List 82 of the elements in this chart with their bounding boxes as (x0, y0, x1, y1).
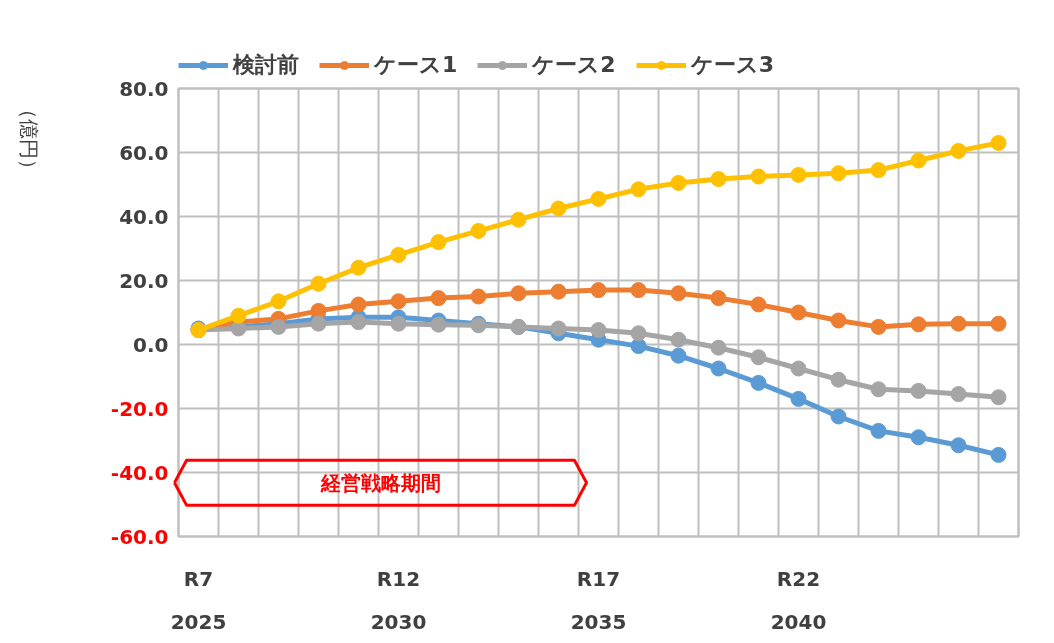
point (670, 347, 687, 364)
point (670, 174, 687, 191)
x-tick-label: R22 2040 (770, 566, 827, 634)
point (670, 331, 687, 348)
point (590, 322, 607, 339)
point (790, 166, 807, 183)
point (750, 374, 767, 391)
point (710, 339, 727, 356)
point (350, 296, 367, 313)
point (510, 211, 527, 228)
y-tick-label: 20.0 (119, 268, 169, 293)
annotation: 経営戦略期間 (319, 470, 441, 495)
point (950, 142, 967, 159)
y-tick-label: -40.0 (110, 460, 169, 485)
y-tick-label: -60.0 (110, 524, 169, 549)
point (670, 285, 687, 302)
y-tick-label: 0.0 (133, 332, 169, 357)
point (950, 386, 967, 403)
point (630, 338, 647, 355)
x-tick-label: R17 2035 (570, 566, 627, 634)
point (470, 222, 487, 239)
point (950, 315, 967, 332)
point (550, 283, 567, 300)
legend-label: 検討前 (233, 51, 299, 79)
point (270, 293, 287, 310)
point (910, 382, 927, 399)
point (990, 134, 1007, 151)
point (550, 320, 567, 337)
y-tick-label: 80.0 (119, 76, 169, 101)
point (590, 282, 607, 299)
point (350, 314, 367, 331)
point (790, 360, 807, 377)
point (470, 288, 487, 305)
point (510, 285, 527, 302)
legend-label: ケース2 (532, 51, 616, 79)
point (830, 371, 847, 388)
point (910, 429, 927, 446)
point (990, 446, 1007, 463)
point (950, 437, 967, 454)
point (630, 282, 647, 299)
point (750, 168, 767, 185)
y-tick-label: -20.0 (110, 396, 169, 421)
point (350, 259, 367, 276)
point (910, 316, 927, 333)
y-tick-label: 60.0 (119, 140, 169, 165)
point (390, 293, 407, 310)
point (630, 325, 647, 342)
point (870, 422, 887, 439)
point (830, 408, 847, 425)
point (230, 307, 247, 324)
point (790, 390, 807, 407)
point (430, 316, 447, 333)
point (590, 190, 607, 207)
point (870, 381, 887, 398)
point (550, 200, 567, 217)
x-tick-label: R7 2025 (170, 566, 227, 634)
legend-label: ケース1 (374, 51, 458, 79)
y-tick-label: 40.0 (119, 204, 169, 229)
point (870, 318, 887, 335)
point (790, 304, 807, 321)
point (870, 162, 887, 179)
point (390, 315, 407, 332)
point (750, 349, 767, 366)
point (830, 165, 847, 182)
point (710, 171, 727, 188)
x-tick-label: R12 2030 (370, 566, 427, 634)
point (910, 152, 927, 169)
point (310, 302, 327, 319)
point (710, 360, 727, 377)
point (310, 315, 327, 332)
point (710, 290, 727, 307)
point (430, 234, 447, 251)
point (310, 275, 327, 292)
point (430, 290, 447, 307)
point (630, 181, 647, 198)
point (830, 312, 847, 329)
point (750, 296, 767, 313)
point (990, 389, 1007, 406)
point (390, 246, 407, 263)
legend-label: ケース3 (690, 51, 774, 79)
y-axis-title: （億円） (16, 98, 41, 179)
point (990, 315, 1007, 332)
